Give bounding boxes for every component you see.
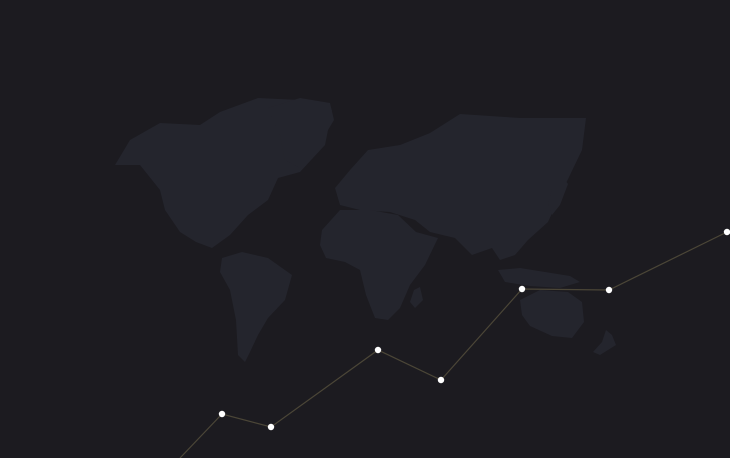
landmass-maritime-southeast-asia [498, 268, 580, 288]
landmass-africa [320, 210, 438, 320]
route-node[interactable] [267, 423, 275, 431]
landmass-eurasia [335, 114, 586, 260]
route-node[interactable] [723, 228, 730, 236]
route-node[interactable] [374, 346, 382, 354]
landmass-new-zealand [593, 330, 616, 355]
landmass-south-america [220, 252, 292, 362]
landmass-north-america [115, 98, 332, 248]
route-line [179, 231, 728, 458]
landmass-japan [548, 176, 568, 215]
route-node[interactable] [437, 376, 445, 384]
route-node[interactable] [605, 286, 613, 294]
landmass-australia [520, 290, 584, 338]
route-node[interactable] [518, 285, 526, 293]
landmass-madagascar [410, 287, 423, 308]
route-node[interactable] [218, 410, 226, 418]
landmass-greenland [268, 98, 334, 168]
